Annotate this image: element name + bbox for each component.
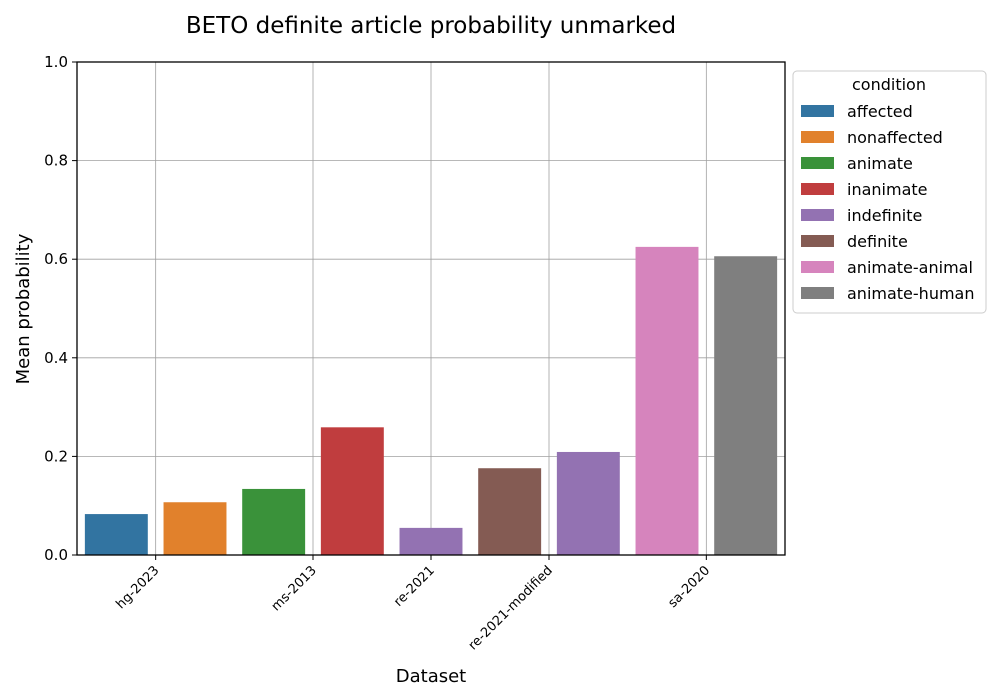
legend-swatch-indefinite (801, 209, 834, 221)
legend-label-animate-human: animate-human (847, 284, 974, 303)
x-tick-label: re-2021-modified (466, 563, 556, 653)
y-tick-label: 0.0 (44, 546, 68, 564)
legend-label-nonaffected: nonaffected (847, 128, 943, 147)
bar-indefinite (556, 451, 620, 555)
legend-label-affected: affected (847, 102, 913, 121)
bar-nonaffected (163, 502, 227, 555)
bar-indefinite (399, 527, 463, 555)
bar-inanimate (320, 427, 384, 555)
bar-definite (478, 468, 542, 555)
legend-items: affected nonaffected animate inanimate indef… (801, 102, 974, 303)
legend-swatch-inanimate (801, 183, 834, 195)
x-tick-label: re-2021 (391, 563, 438, 610)
y-axis-label: Mean probability (13, 233, 34, 384)
y-tick-label: 1.0 (44, 53, 68, 71)
x-tick-label: ms-2013 (269, 563, 320, 614)
y-tick-label: 0.8 (44, 152, 68, 170)
y-tick-label: 0.2 (44, 447, 68, 465)
legend-label-indefinite: indefinite (847, 206, 922, 225)
legend: condition affected nonaffected animate inan… (792, 70, 987, 314)
legend-swatch-animate-human (801, 287, 834, 299)
legend-label-definite: definite (847, 232, 908, 251)
x-axis: hg-2023 ms-2013 re-2021 re-2021-modified sa-… (114, 555, 713, 653)
y-axis: 0.0 0.2 0.4 0.6 0.8 1.0 (44, 53, 77, 564)
legend-label-animate-animal: animate-animal (847, 258, 973, 277)
bar-animate-animal (635, 246, 699, 555)
bar-animate (242, 488, 306, 555)
legend-label-inanimate: inanimate (847, 180, 927, 199)
y-tick-label: 0.4 (44, 349, 68, 367)
legend-swatch-definite (801, 235, 834, 247)
legend-swatch-animate-animal (801, 261, 834, 273)
legend-swatch-animate (801, 157, 834, 169)
x-axis-label: Dataset (396, 666, 467, 687)
bars-group (84, 246, 778, 555)
legend-swatch-nonaffected (801, 131, 834, 143)
bar-animate-human (714, 256, 778, 555)
legend-title: condition (852, 75, 926, 94)
y-tick-label: 0.6 (44, 250, 68, 268)
chart-title: BETO definite article probability unmark… (186, 13, 676, 39)
legend-swatch-affected (801, 105, 834, 117)
x-tick-label: hg-2023 (114, 563, 163, 612)
x-tick-label: sa-2020 (665, 563, 713, 611)
legend-label-animate: animate (847, 154, 913, 173)
bar-affected (84, 514, 148, 555)
legend-box (792, 70, 987, 314)
